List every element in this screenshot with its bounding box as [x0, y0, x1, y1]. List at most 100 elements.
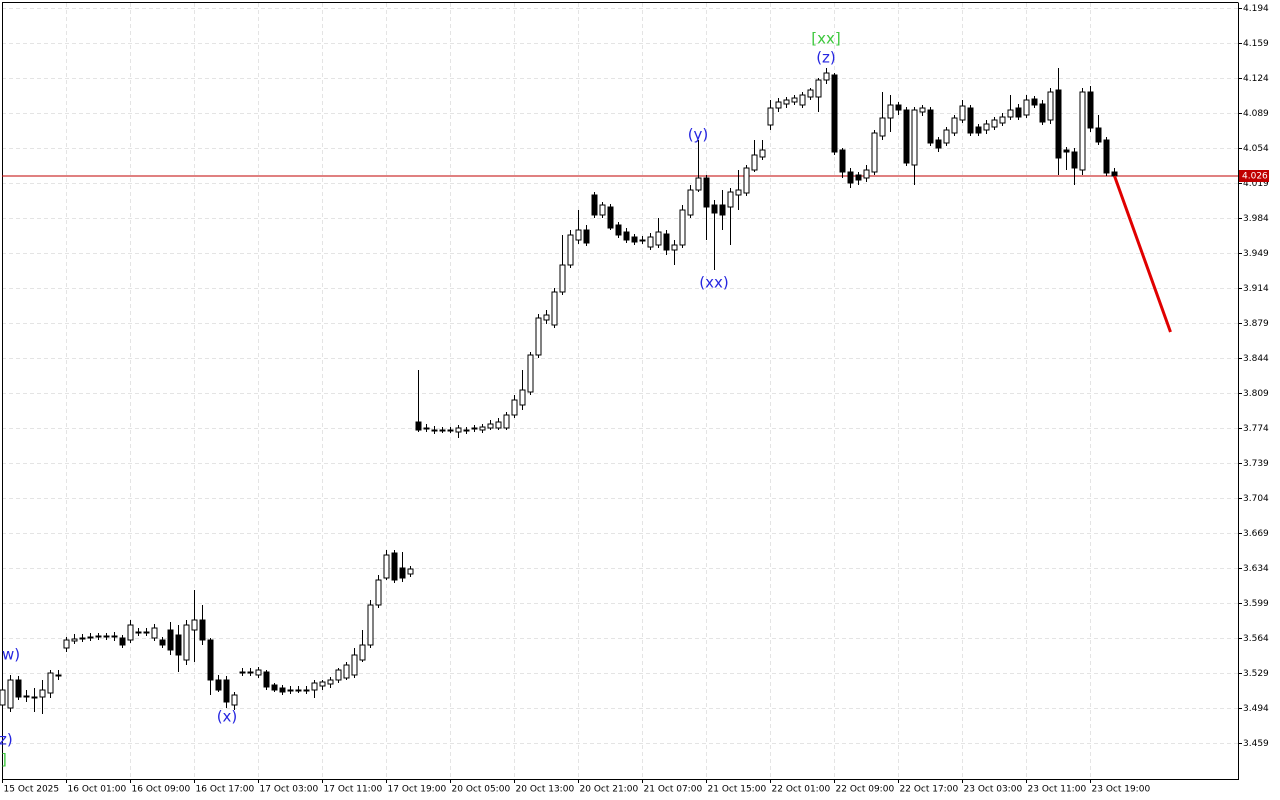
candle-body [431, 429, 438, 432]
candle-body [607, 206, 614, 229]
candle-body [855, 174, 862, 181]
candle-body [863, 169, 870, 179]
y-tick-label: 3.599 [1243, 599, 1269, 609]
y-tick-label: 3.634 [1243, 564, 1269, 574]
candle-body [247, 671, 254, 674]
candle-body [7, 679, 14, 709]
y-tick-label: 4.054 [1243, 144, 1269, 154]
candle-body [359, 644, 366, 661]
candle-body [1007, 109, 1014, 118]
candle-body [759, 149, 766, 158]
candle-body [303, 689, 310, 692]
x-tick-label: 16 Oct 09:00 [132, 785, 191, 795]
candle-body [159, 639, 166, 646]
candle-body [815, 79, 822, 98]
candle-body [79, 637, 86, 640]
candle-body [319, 681, 326, 687]
candle-body [351, 654, 358, 676]
candle-body [943, 129, 950, 144]
candle-body [15, 679, 22, 698]
candle-body [951, 117, 958, 134]
y-tick-label: 3.809 [1243, 389, 1269, 399]
candle-body [327, 679, 334, 685]
candle-body [111, 635, 118, 638]
x-tick-label: 17 Oct 03:00 [260, 785, 319, 795]
candle-body [695, 177, 702, 191]
x-tick-label: 21 Oct 07:00 [644, 785, 703, 795]
candle-body [407, 568, 414, 575]
x-tick-label: 20 Oct 05:00 [452, 785, 511, 795]
candle-body [911, 109, 918, 166]
candle-body [231, 694, 238, 706]
x-tick-label: 22 Oct 09:00 [836, 785, 895, 795]
candle-body [519, 389, 526, 406]
candle-body [655, 231, 662, 246]
candle-body [343, 664, 350, 679]
candle-body [95, 635, 102, 638]
candle-body [591, 194, 598, 216]
price-label-box [1239, 170, 1269, 182]
candle-body [535, 317, 542, 356]
candle-body [703, 177, 710, 208]
candle-body [751, 154, 758, 171]
candle-body [895, 104, 902, 111]
candle-body [647, 236, 654, 248]
candle-body [479, 426, 486, 431]
candle-body [87, 636, 94, 639]
candle-body [1023, 99, 1030, 116]
candle-body [879, 117, 886, 137]
candle-body [271, 684, 278, 691]
candle-body [0, 689, 6, 706]
candle-body [615, 224, 622, 236]
candle-body [39, 689, 46, 698]
candle-body [679, 209, 686, 246]
candle-body [903, 109, 910, 164]
y-tick-label: 4.124 [1243, 74, 1269, 84]
x-tick-label: 15 Oct 2025 [4, 785, 60, 795]
candle-body [103, 635, 110, 638]
candle-body [1039, 103, 1046, 123]
candle-body [1031, 98, 1038, 106]
candle-body [583, 229, 590, 244]
candle-body [375, 579, 382, 606]
candle-body [55, 674, 62, 677]
candle-body [135, 631, 142, 634]
y-tick-label: 3.529 [1243, 669, 1269, 679]
candle-body [791, 97, 798, 103]
x-tick-label: 20 Oct 13:00 [516, 785, 575, 795]
forecast-line [1113, 175, 1172, 333]
candle-body [127, 624, 134, 641]
candle-body [495, 421, 502, 429]
candle-body [215, 679, 222, 691]
y-tick-label: 3.949 [1243, 249, 1269, 259]
wave-label: (xx) [699, 274, 728, 292]
candle-body [831, 74, 838, 153]
candle-body [823, 72, 830, 81]
wave-label: [xx] [811, 30, 840, 48]
candle-body [287, 689, 294, 692]
candle-body [959, 105, 966, 121]
candle-body [735, 189, 742, 196]
candle-body [983, 123, 990, 131]
candle-body [383, 554, 390, 579]
x-tick-label: 22 Oct 17:00 [900, 785, 959, 795]
candle-body [527, 354, 534, 393]
candle-body [991, 119, 998, 128]
candle-body [471, 427, 478, 430]
candle-body [503, 414, 510, 429]
candle-body [775, 101, 782, 109]
candle-body [543, 314, 550, 321]
candle-body [623, 231, 630, 241]
candle-body [207, 639, 214, 681]
y-tick-label: 3.704 [1243, 494, 1269, 504]
y-tick-label: 3.774 [1243, 424, 1269, 434]
candle-body [143, 631, 150, 634]
candle-body [719, 204, 726, 216]
candle-body [839, 149, 846, 173]
candle-body [151, 627, 158, 639]
candle-body [799, 94, 806, 106]
candle-body [295, 689, 302, 692]
candle-body [47, 672, 54, 694]
